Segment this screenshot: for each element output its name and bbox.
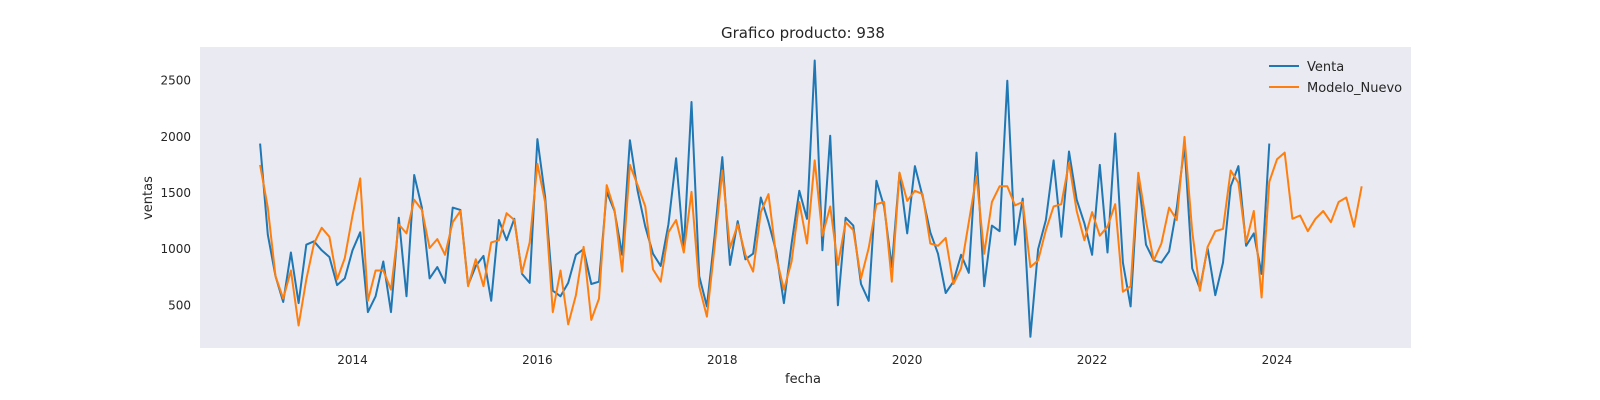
x-axis: 2014 2016 2018 2020 2022 2024 [337,353,1292,367]
y-tick-label: 1500 [160,186,191,200]
legend-label: Venta [1307,60,1344,75]
series-layer [259,59,1363,338]
x-tick-label: 2018 [707,353,738,367]
y-axis: 500 1000 1500 2000 2500 [160,74,191,313]
legend: Venta Modelo_Nuevo [1269,60,1402,96]
x-axis-label: fecha [785,372,821,387]
x-tick-label: 2014 [337,353,368,367]
y-tick-label: 2500 [160,74,191,88]
y-tick-label: 1000 [160,242,191,256]
x-tick-label: 2016 [522,353,553,367]
legend-label: Modelo_Nuevo [1307,81,1402,96]
y-tick-label: 2000 [160,130,191,144]
series-line-modelo-nuevo [259,135,1363,327]
chart-title: Grafico producto: 938 [721,24,885,42]
plot-area [200,47,1411,348]
x-tick-label: 2022 [1077,353,1108,367]
y-axis-label: ventas [141,176,156,220]
x-tick-label: 2024 [1262,353,1293,367]
y-tick-label: 500 [168,298,191,312]
series-line-venta [259,59,1271,338]
x-tick-label: 2020 [892,353,923,367]
